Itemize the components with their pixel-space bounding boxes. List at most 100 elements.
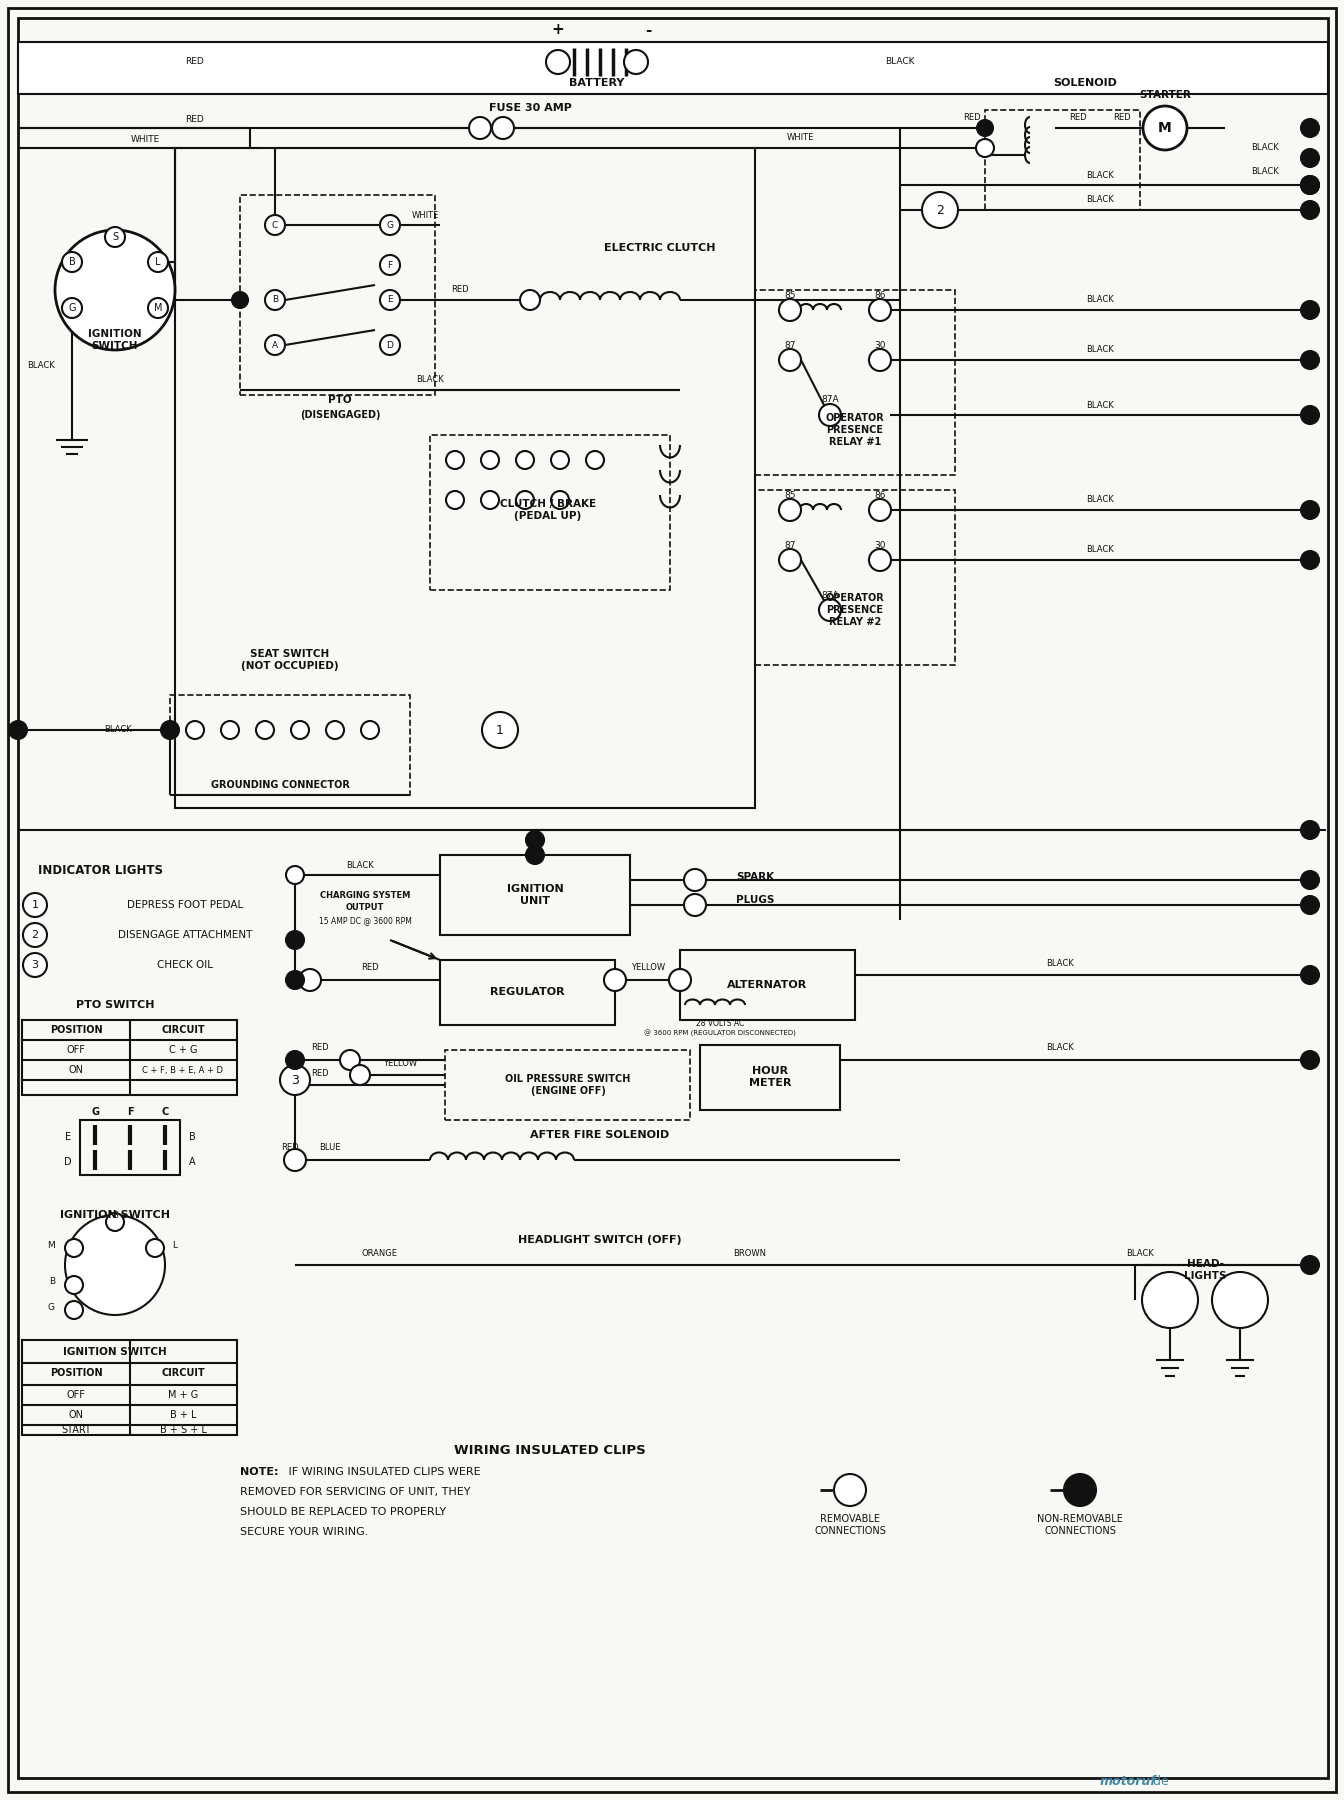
Text: 85: 85 <box>785 490 796 499</box>
Circle shape <box>492 117 513 139</box>
Text: WIRING INSULATED CLIPS: WIRING INSULATED CLIPS <box>454 1444 646 1456</box>
Text: M: M <box>47 1240 55 1249</box>
Circle shape <box>349 1066 370 1085</box>
Text: BLACK: BLACK <box>1086 196 1114 205</box>
Text: PLUGS: PLUGS <box>735 895 774 905</box>
Circle shape <box>516 452 534 470</box>
Circle shape <box>146 1238 164 1256</box>
Text: RED: RED <box>312 1069 329 1078</box>
Text: L: L <box>172 1240 177 1249</box>
Circle shape <box>286 931 304 949</box>
Text: F: F <box>126 1107 133 1118</box>
Bar <box>17 41 1328 94</box>
Text: 28 VOLTS AC: 28 VOLTS AC <box>696 1019 745 1028</box>
Circle shape <box>55 230 175 349</box>
Circle shape <box>520 290 540 310</box>
Text: YELLOW: YELLOW <box>383 1058 417 1067</box>
Text: BLACK: BLACK <box>347 860 374 869</box>
Circle shape <box>380 214 401 236</box>
Text: HEADLIGHT SWITCH (OFF): HEADLIGHT SWITCH (OFF) <box>519 1235 681 1246</box>
Text: 2: 2 <box>31 931 39 940</box>
Text: 85: 85 <box>785 290 796 299</box>
Bar <box>81 1120 180 1175</box>
Circle shape <box>1212 1273 1267 1328</box>
Text: PTO SWITCH: PTO SWITCH <box>75 1001 155 1010</box>
Circle shape <box>286 866 304 884</box>
Text: B + S + L: B + S + L <box>160 1426 207 1435</box>
Text: ALTERNATOR: ALTERNATOR <box>727 979 808 990</box>
Circle shape <box>551 491 569 509</box>
Text: STARTER: STARTER <box>1140 90 1191 101</box>
Circle shape <box>1301 551 1318 569</box>
Text: FUSE 30 AMP: FUSE 30 AMP <box>489 103 571 113</box>
Circle shape <box>481 452 499 470</box>
Text: RED: RED <box>312 1044 329 1053</box>
Circle shape <box>9 722 27 740</box>
Circle shape <box>148 299 168 319</box>
Text: M + G: M + G <box>168 1390 198 1400</box>
Text: IGNITION SWITCH: IGNITION SWITCH <box>63 1346 167 1357</box>
Circle shape <box>977 121 993 137</box>
Text: CLUTCH / BRAKE
(PEDAL UP): CLUTCH / BRAKE (PEDAL UP) <box>500 499 595 520</box>
Circle shape <box>284 1148 306 1172</box>
Circle shape <box>327 722 344 740</box>
Text: OIL PRESSURE SWITCH
(ENGINE OFF): OIL PRESSURE SWITCH (ENGINE OFF) <box>505 1075 630 1096</box>
Text: BLACK: BLACK <box>103 725 132 734</box>
Circle shape <box>292 722 309 740</box>
Text: C: C <box>161 1107 168 1118</box>
Text: CHECK OIL: CHECK OIL <box>157 959 212 970</box>
Text: @ 3600 RPM (REGULATOR DISCONNECTED): @ 3600 RPM (REGULATOR DISCONNECTED) <box>644 1030 796 1037</box>
Text: BLACK: BLACK <box>1086 545 1114 554</box>
Bar <box>755 290 956 475</box>
Circle shape <box>233 292 249 308</box>
Text: 1: 1 <box>496 724 504 736</box>
Text: HEAD-
LIGHTS: HEAD- LIGHTS <box>1184 1260 1226 1282</box>
Circle shape <box>220 722 239 740</box>
Circle shape <box>818 403 841 427</box>
Text: IF WIRING INSULATED CLIPS WERE: IF WIRING INSULATED CLIPS WERE <box>285 1467 481 1478</box>
Circle shape <box>481 491 499 509</box>
Bar <box>439 959 616 1024</box>
Text: E: E <box>65 1132 71 1141</box>
Text: M: M <box>153 302 163 313</box>
Text: RED: RED <box>1070 113 1087 122</box>
Text: OPERATOR
PRESENCE
RELAY #1: OPERATOR PRESENCE RELAY #1 <box>825 414 884 446</box>
Text: G: G <box>387 221 394 229</box>
Text: CHARGING SYSTEM: CHARGING SYSTEM <box>320 891 410 900</box>
Text: IGNITION
UNIT: IGNITION UNIT <box>507 884 563 905</box>
Circle shape <box>446 452 464 470</box>
Text: A: A <box>271 340 278 349</box>
Text: SOLENOID: SOLENOID <box>1054 77 1117 88</box>
Bar <box>445 1049 689 1120</box>
Bar <box>700 1046 840 1111</box>
Text: C: C <box>271 221 278 229</box>
Bar <box>169 695 410 796</box>
Bar <box>985 110 1140 211</box>
Circle shape <box>870 299 891 320</box>
Circle shape <box>516 491 534 509</box>
Text: ON: ON <box>69 1066 83 1075</box>
Circle shape <box>255 722 274 740</box>
Text: DISENGAGE ATTACHMENT: DISENGAGE ATTACHMENT <box>118 931 253 940</box>
Text: 86: 86 <box>874 290 886 299</box>
Text: (DISENGAGED): (DISENGAGED) <box>300 410 380 419</box>
Bar <box>22 1021 237 1094</box>
Text: ELECTRIC CLUTCH: ELECTRIC CLUTCH <box>605 243 716 254</box>
Text: BROWN: BROWN <box>734 1249 766 1258</box>
Circle shape <box>298 968 321 992</box>
Text: INDICATOR LIGHTS: INDICATOR LIGHTS <box>38 864 163 877</box>
Text: +: + <box>551 22 564 38</box>
Text: RED: RED <box>1113 113 1130 122</box>
Circle shape <box>65 1301 83 1319</box>
Circle shape <box>1301 119 1318 137</box>
Text: YELLOW: YELLOW <box>630 963 665 972</box>
Text: 3: 3 <box>292 1073 298 1087</box>
Circle shape <box>380 335 401 355</box>
Circle shape <box>780 549 801 571</box>
Circle shape <box>870 549 891 571</box>
Circle shape <box>265 290 285 310</box>
Text: POSITION: POSITION <box>50 1368 102 1379</box>
Circle shape <box>362 722 379 740</box>
Text: D: D <box>65 1157 71 1166</box>
Circle shape <box>603 968 626 992</box>
